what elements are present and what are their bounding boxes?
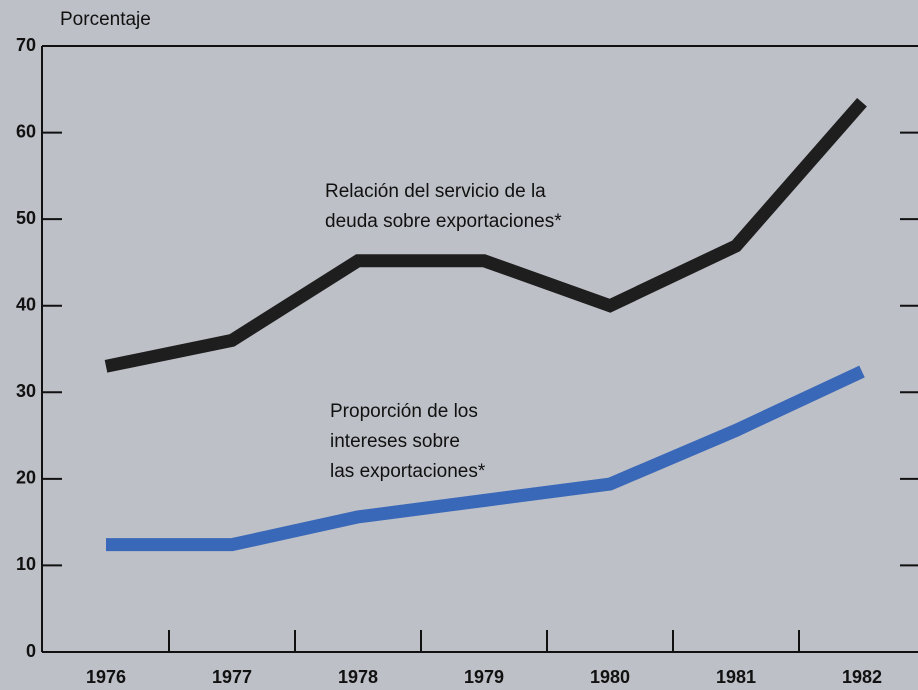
line-series [104, 97, 867, 373]
y-tick-label: 70 [16, 35, 36, 55]
x-tick-label: 1978 [338, 667, 378, 687]
x-tick-label: 1977 [212, 667, 252, 687]
y-tick-label: 10 [16, 554, 36, 574]
y-tick-label: 60 [16, 121, 36, 141]
line-series [106, 365, 865, 552]
y-tick-label: 0 [26, 641, 36, 661]
y-tick-label: 50 [16, 208, 36, 228]
y-axis-label: Porcentaje [60, 9, 151, 30]
annotation: Relación del servicio de la [325, 181, 546, 202]
x-tick-label: 1980 [590, 667, 630, 687]
y-tick-label: 20 [16, 468, 36, 488]
x-tick-label: 1976 [86, 667, 126, 687]
y-tick-label: 30 [16, 381, 36, 401]
annotation: las exportaciones* [330, 461, 486, 482]
x-tick-label: 1982 [842, 667, 882, 687]
x-tick-label: 1979 [464, 667, 504, 687]
annotation: Proporción de los [330, 401, 478, 422]
y-tick-label: 40 [16, 294, 36, 314]
annotation: deuda sobre exportaciones* [325, 211, 562, 232]
annotation: intereses sobre [330, 431, 460, 452]
x-tick-label: 1981 [716, 667, 756, 687]
